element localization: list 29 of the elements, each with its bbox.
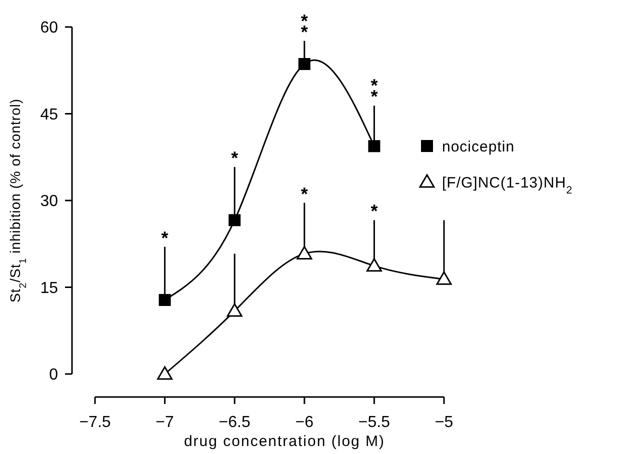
point (298, 58, 310, 70)
annotation: * (300, 184, 308, 204)
annotation: * (231, 148, 238, 168)
point (296, 246, 312, 260)
x-tick-label: −6.5 (218, 414, 250, 431)
annotation: ** (370, 76, 378, 107)
y-tick-label: 45 (40, 106, 58, 124)
x-tick-label: −7.5 (79, 414, 111, 431)
point (226, 303, 242, 317)
x-tick-label: −5.5 (358, 414, 390, 431)
annotation: ** (300, 10, 308, 42)
x-axis-title: drug concentration (log M) (184, 433, 386, 450)
annotation: * (161, 228, 168, 248)
point (158, 294, 171, 306)
legend-label: [F/G]NC(1-13)NH$_{2}$ (442, 174, 573, 196)
point (228, 214, 241, 226)
annotation: * (370, 201, 378, 222)
x-tick-label: −6 (295, 414, 314, 431)
y-tick-label: 60 (40, 20, 58, 37)
point (436, 271, 452, 285)
point (157, 366, 173, 380)
y-tick-label: 15 (40, 280, 58, 297)
y-tick-label: 30 (40, 193, 58, 210)
legend-label: nociceptin (442, 138, 515, 156)
x-tick-label: −5 (434, 414, 454, 431)
point (368, 140, 380, 152)
x-tick-label: −7 (156, 414, 174, 431)
y-tick-label: 0 (49, 366, 58, 384)
point (366, 258, 382, 272)
